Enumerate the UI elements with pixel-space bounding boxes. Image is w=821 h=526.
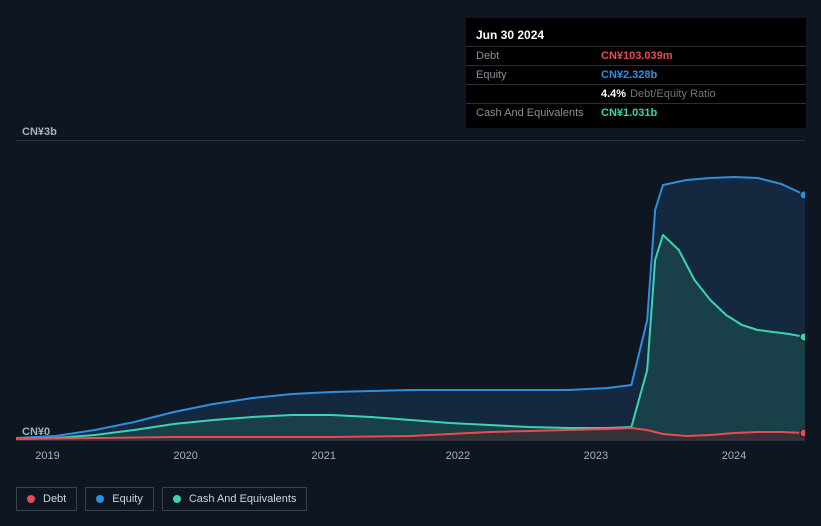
legend-item-label: Debt <box>43 493 66 505</box>
legend-item-label: Equity <box>112 493 143 505</box>
legend-item-cash-and-equivalents[interactable]: Cash And Equivalents <box>162 487 308 511</box>
chart-tooltip: Jun 30 2024 DebtCN¥103.039mEquityCN¥2.32… <box>466 18 806 128</box>
tooltip-row: Cash And EquivalentsCN¥1.031b <box>466 103 806 122</box>
tooltip-row-extra: Debt/Equity Ratio <box>630 88 716 100</box>
legend-item-debt[interactable]: Debt <box>16 487 77 511</box>
tooltip-row: DebtCN¥103.039m <box>466 46 806 65</box>
legend-item-label: Cash And Equivalents <box>189 493 297 505</box>
x-axis-label: 2022 <box>446 450 470 462</box>
tooltip-row-label: Cash And Equivalents <box>476 107 601 119</box>
legend-item-equity[interactable]: Equity <box>85 487 154 511</box>
x-axis-label: 2019 <box>35 450 59 462</box>
tooltip-row: 4.4% Debt/Equity Ratio <box>466 84 806 103</box>
tooltip-row-value: CN¥1.031b <box>601 107 657 119</box>
tooltip-date: Jun 30 2024 <box>466 24 806 46</box>
y-axis-label-max: CN¥3b <box>22 126 57 138</box>
x-axis-label: 2023 <box>584 450 608 462</box>
tooltip-row-value: CN¥2.328b <box>601 69 657 81</box>
legend-dot-icon <box>173 495 181 503</box>
legend-dot-icon <box>96 495 104 503</box>
x-axis-label: 2024 <box>722 450 746 462</box>
tooltip-row-label <box>476 88 601 100</box>
chart-legend: Debt Equity Cash And Equivalents <box>16 487 307 511</box>
area-chart <box>16 140 805 444</box>
legend-dot-icon <box>27 495 35 503</box>
tooltip-row: EquityCN¥2.328b <box>466 65 806 84</box>
x-axis-label: 2020 <box>173 450 197 462</box>
tooltip-row-value: 4.4% <box>601 88 626 100</box>
tooltip-row-label: Equity <box>476 69 601 81</box>
x-axis-label: 2021 <box>311 450 335 462</box>
tooltip-row-label: Debt <box>476 50 601 62</box>
tooltip-row-value: CN¥103.039m <box>601 50 673 62</box>
x-axis-labels: 2019 2020 2021 2022 2023 2024 <box>16 450 805 470</box>
